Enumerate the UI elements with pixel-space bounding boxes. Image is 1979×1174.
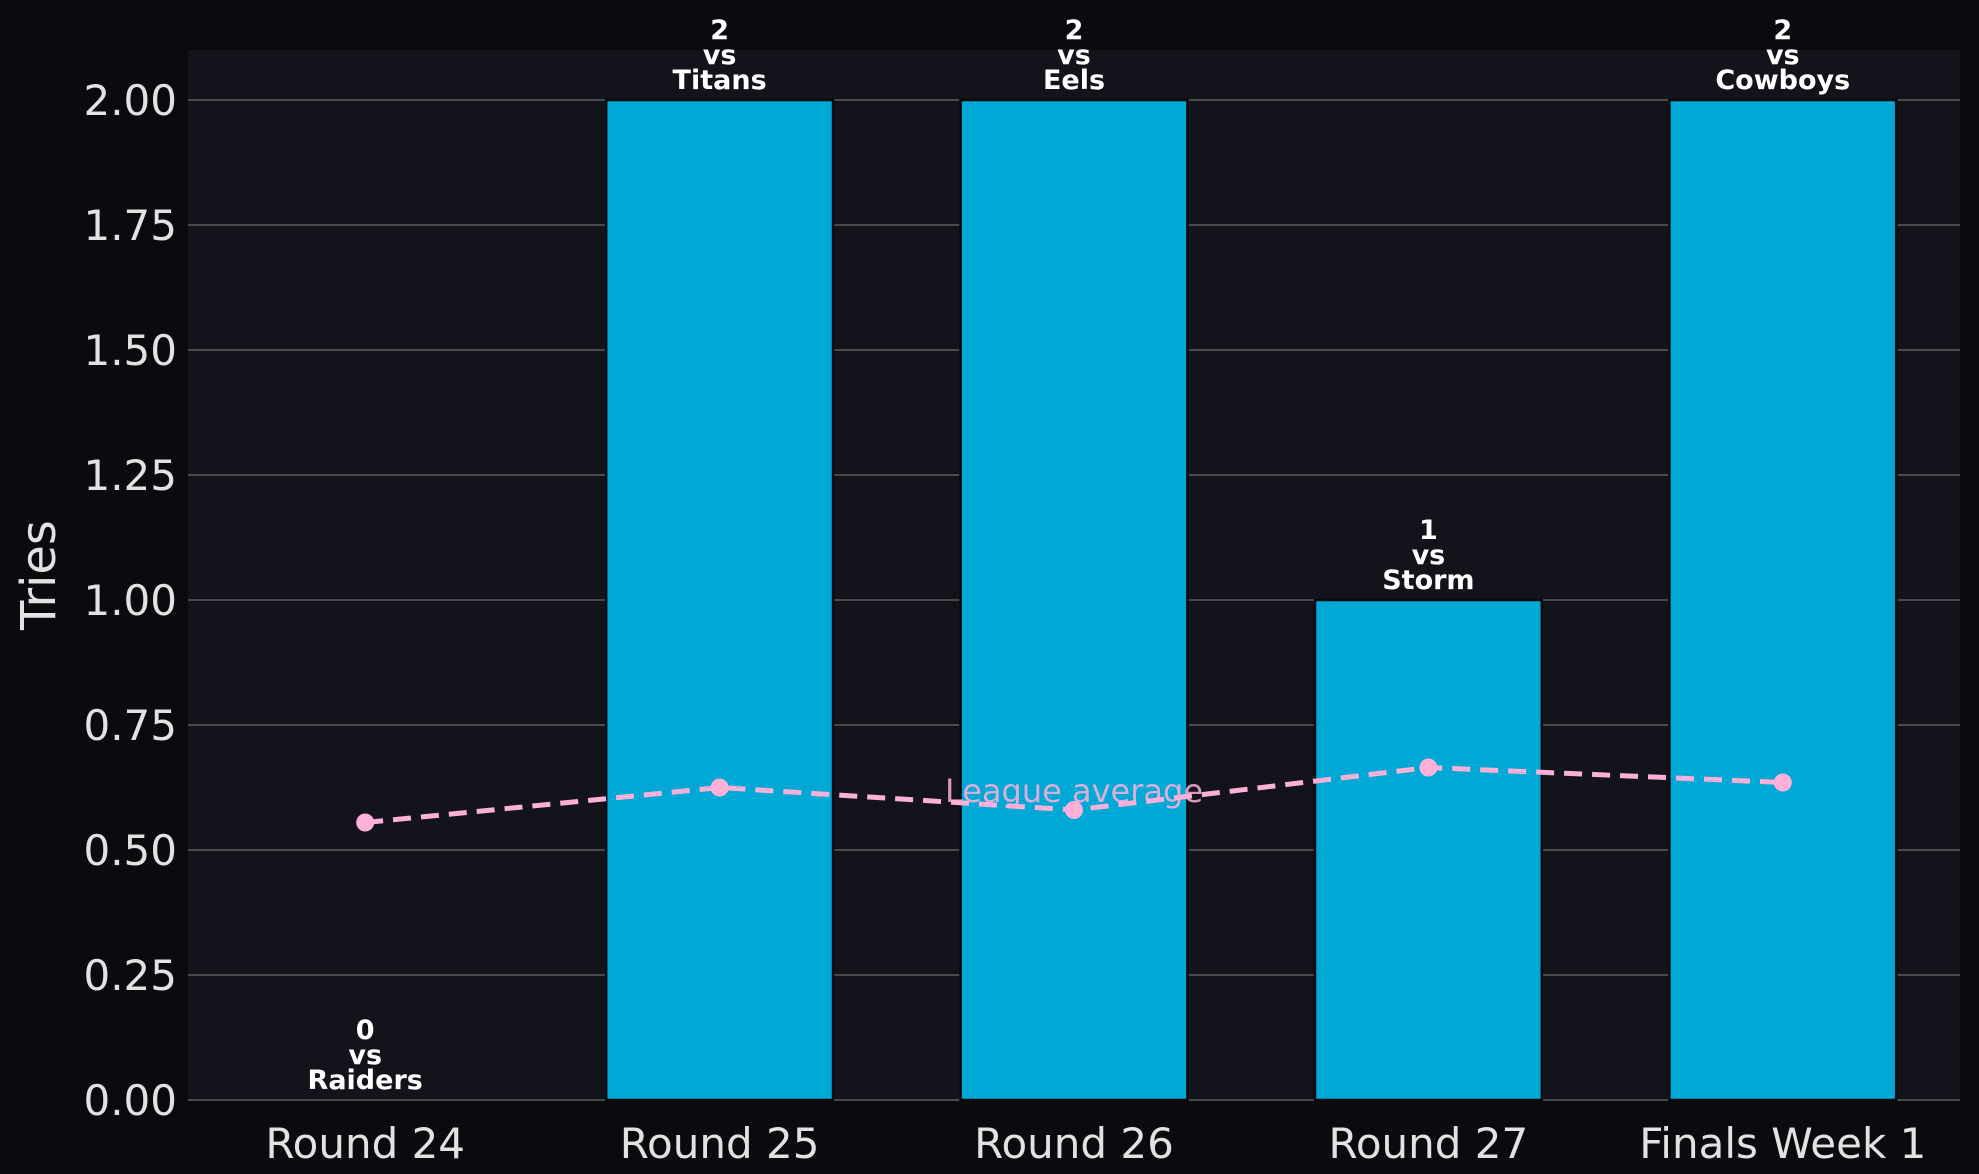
bar-opponent-label: Raiders: [308, 1065, 423, 1096]
y-tick-label: 1.50: [83, 326, 177, 375]
x-tick-label: Round 24: [265, 1119, 465, 1168]
bar-opponent-label: Cowboys: [1715, 65, 1850, 96]
x-axis-ticks: Round 24 Round 25 Round 26 Round 27 Finals W…: [265, 1119, 1926, 1168]
bar-vs-label: vs: [703, 40, 737, 71]
league-average-point: [1773, 773, 1792, 792]
y-axis-ticks: 0.00 0.25 0.50 0.75 1.00 1.25 1.50 1.75 2.00: [83, 76, 177, 1125]
bar-vs-label: vs: [1057, 40, 1091, 71]
bar-vs-label: vs: [1412, 540, 1446, 571]
league-average-line: League average: [356, 758, 1792, 832]
bar-round-26: [959, 98, 1189, 1102]
bar-vs-label: vs: [1766, 40, 1800, 71]
league-average-point: [1065, 801, 1083, 819]
y-tick-label: 0.00: [83, 1076, 177, 1125]
bar-round-27: [1313, 598, 1544, 1102]
bar-vs-label: vs: [348, 1040, 382, 1071]
bars: [604, 98, 1898, 1102]
bar-value-label: 2: [1065, 15, 1084, 46]
y-tick-label: 1.25: [83, 451, 177, 500]
x-tick-label: Round 27: [1329, 1119, 1529, 1168]
y-axis-label: Tries: [11, 520, 67, 631]
x-tick-label: Round 26: [974, 1119, 1174, 1168]
league-average-point: [1419, 758, 1438, 777]
y-tick-label: 0.75: [83, 701, 177, 750]
x-tick-label: Round 25: [620, 1119, 820, 1168]
x-tick-label: Finals Week 1: [1639, 1119, 1926, 1168]
y-tick-label: 0.25: [83, 951, 177, 1000]
y-tick-label: 1.75: [83, 201, 177, 250]
bar-value-label: 2: [1773, 15, 1792, 46]
y-tick-label: 0.50: [83, 826, 177, 875]
y-tick-label: 1.00: [83, 576, 177, 625]
bar-opponent-label: Eels: [1043, 65, 1105, 96]
bar-labels: 0vsRaiders2vsTitans2vsEels1vsStorm2vsCow…: [308, 15, 1851, 1096]
bar-opponent-label: Storm: [1382, 565, 1474, 596]
bar-opponent-label: Titans: [673, 65, 767, 96]
bar-value-label: 2: [710, 15, 729, 46]
bar-value-label: 0: [356, 1015, 375, 1046]
league-average-annotation: League average: [945, 772, 1203, 810]
bar-finals-week-1: [1668, 98, 1898, 1102]
league-average-point: [710, 778, 729, 797]
y-tick-label: 2.00: [83, 76, 177, 125]
bar-value-label: 1: [1419, 515, 1438, 546]
bar-round-25: [604, 98, 835, 1102]
league-average-point: [356, 813, 375, 832]
